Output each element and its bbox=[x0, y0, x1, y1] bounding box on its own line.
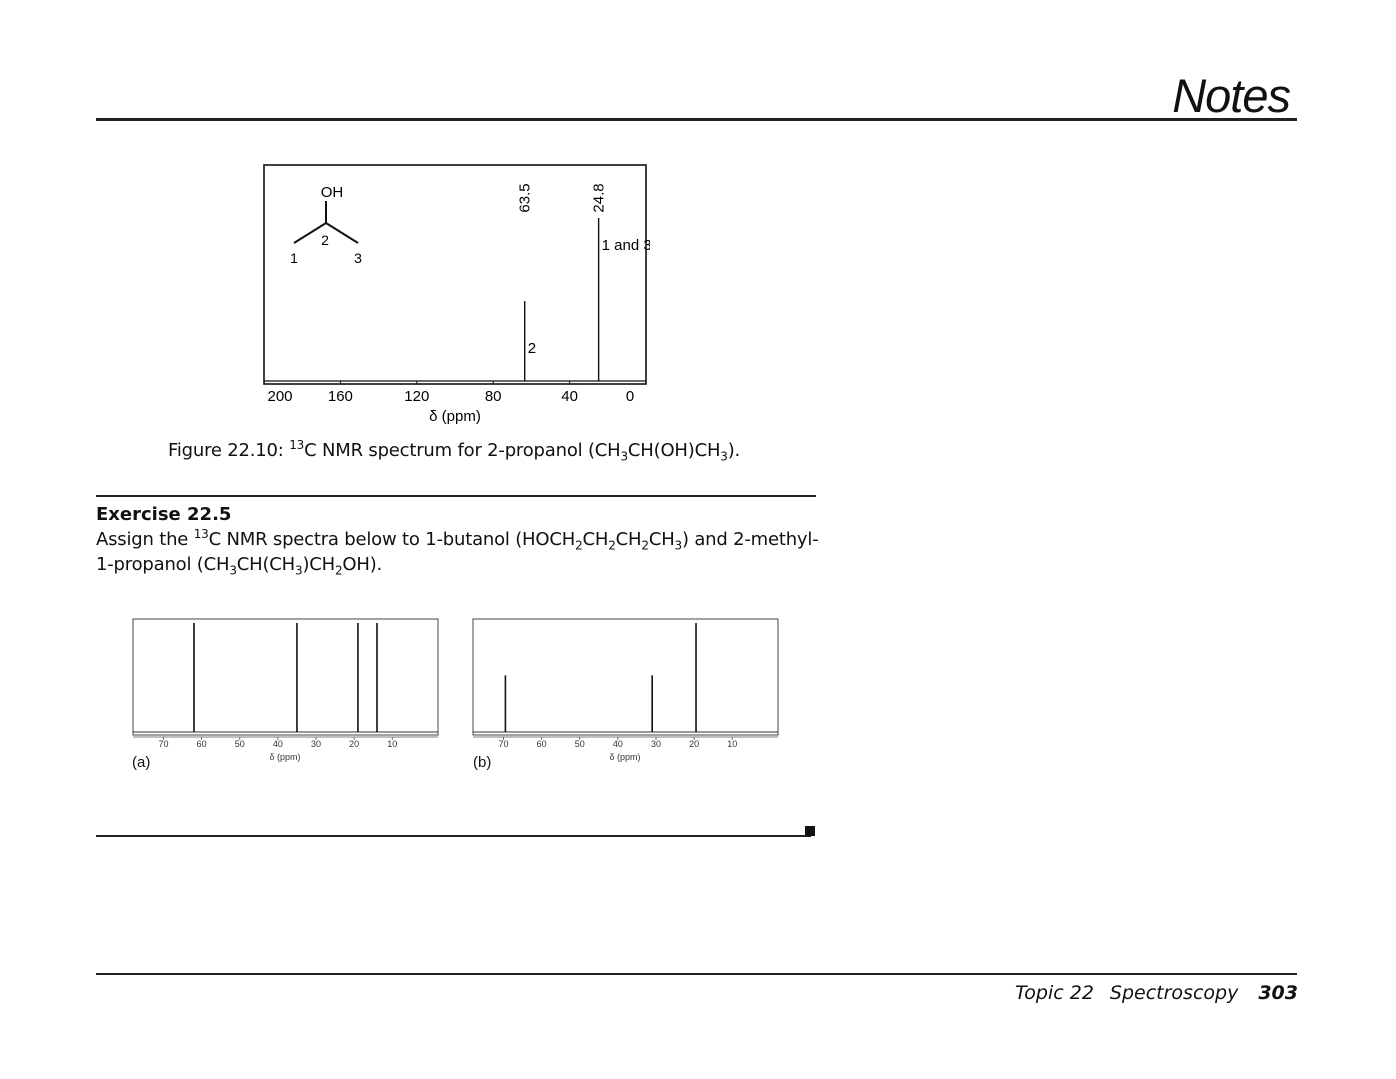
x-tick-label: 120 bbox=[404, 388, 429, 405]
x-tick-label: 10 bbox=[387, 739, 397, 749]
peak-shift-label: 24.8 bbox=[591, 183, 608, 212]
exercise-bottom-rule bbox=[96, 835, 811, 837]
nmr-spectrum-a: 70 60 50 40 30 20 10 δ (ppm) bbox=[132, 618, 439, 762]
end-of-exercise-square bbox=[805, 826, 815, 836]
molecule-carbon-1-label: 1 bbox=[290, 250, 298, 266]
molecule-structure bbox=[293, 201, 359, 244]
x-tick-label: 10 bbox=[727, 739, 737, 749]
page-header-title: Notes bbox=[1172, 69, 1291, 122]
x-tick-label: 30 bbox=[311, 739, 321, 749]
x-tick-label: 80 bbox=[485, 388, 502, 405]
x-axis-label: δ (ppm) bbox=[269, 752, 300, 762]
header-rule bbox=[96, 118, 1297, 121]
peak-assignment-label: 2 bbox=[528, 340, 536, 357]
footer-rule bbox=[96, 973, 1297, 975]
x-tick-label: 40 bbox=[613, 739, 623, 749]
peak-shift-label: 63.5 bbox=[517, 183, 534, 212]
x-tick-label: 50 bbox=[235, 739, 245, 749]
nmr-spectrum-b: 70 60 50 40 30 20 10 δ (ppm) bbox=[472, 618, 779, 762]
x-tick-label: 70 bbox=[498, 739, 508, 749]
x-tick-label: 60 bbox=[537, 739, 547, 749]
molecule-carbon-2-label: 2 bbox=[321, 232, 329, 248]
x-tick-label: 20 bbox=[689, 739, 699, 749]
exercise-text: Assign the 13C NMR spectra below to 1-bu… bbox=[96, 527, 819, 578]
panel-label-a: (a) bbox=[132, 754, 151, 771]
panel-label-b: (b) bbox=[473, 754, 492, 771]
footer-topic: Topic 22 bbox=[1015, 982, 1094, 1004]
molecule-oh-label: OH bbox=[321, 184, 344, 201]
page-number: 303 bbox=[1258, 982, 1298, 1004]
x-tick-label: 50 bbox=[575, 739, 585, 749]
x-tick-label: 60 bbox=[197, 739, 207, 749]
plot-frame-b bbox=[472, 618, 779, 736]
x-tick-label: 160 bbox=[328, 388, 353, 405]
nmr-figure-2-propanol: OH 2 1 3 63.5 2 24.8 1 and 3 200 160 120 80 40 0 δ… bbox=[263, 164, 650, 425]
molecule-carbon-3-label: 3 bbox=[354, 250, 362, 266]
peak-assignment-label: 1 and 3 bbox=[602, 237, 650, 254]
x-tick-label: 30 bbox=[651, 739, 661, 749]
footer-section: Spectroscopy bbox=[1109, 982, 1239, 1004]
plot-frame bbox=[263, 164, 647, 385]
plot-frame-a bbox=[132, 618, 439, 736]
x-tick-label: 0 bbox=[626, 388, 634, 405]
x-tick-label: 40 bbox=[561, 388, 578, 405]
figure-caption: Figure 22.10: 13C NMR spectrum for 2-pro… bbox=[168, 438, 741, 464]
x-axis-label: δ (ppm) bbox=[609, 752, 640, 762]
x-tick-label: 40 bbox=[273, 739, 283, 749]
x-axis-label: δ (ppm) bbox=[429, 408, 481, 425]
page-footer: Topic 22 Spectroscopy 303 bbox=[1015, 982, 1298, 1004]
exercise-top-rule bbox=[96, 495, 816, 497]
exercise-title: Exercise 22.5 bbox=[96, 504, 232, 525]
x-tick-label: 20 bbox=[349, 739, 359, 749]
x-tick-label: 200 bbox=[267, 388, 292, 405]
x-tick-label: 70 bbox=[158, 739, 168, 749]
